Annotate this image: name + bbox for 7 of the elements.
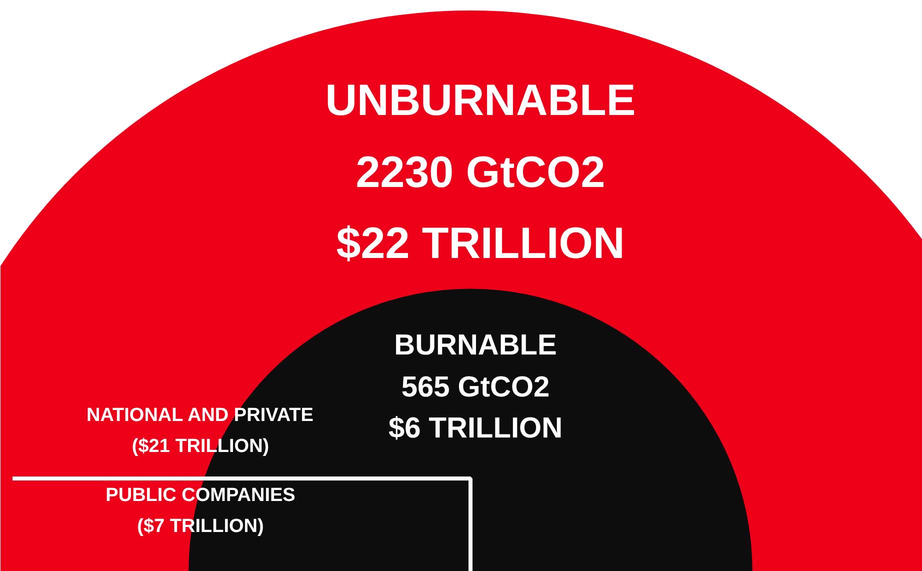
text: $6 TRILLION (388, 412, 563, 444)
category-label: UNBURNABLE (325, 76, 636, 125)
text: NATIONAL AND PRIVATE (86, 405, 314, 426)
text: $22 TRILLION (336, 219, 625, 268)
data-label: 565 GtCO2 (401, 372, 550, 404)
category-label: BURNABLE (394, 330, 557, 362)
data-label: 2230 GtCO2 (356, 148, 606, 197)
